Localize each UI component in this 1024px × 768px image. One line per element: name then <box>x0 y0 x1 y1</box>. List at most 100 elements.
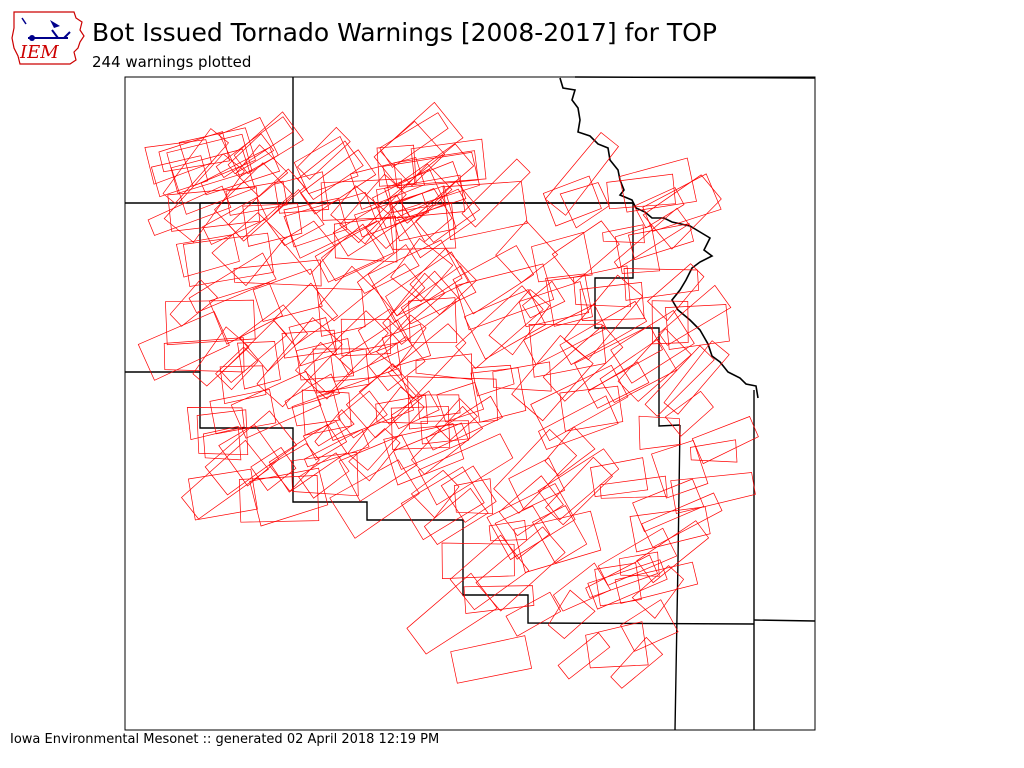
warning-polygon <box>597 527 678 586</box>
warning-polygon <box>614 561 699 604</box>
warning-polygon <box>644 345 715 417</box>
warning-polygon <box>508 457 566 510</box>
warning-polygon <box>188 252 277 314</box>
warning-polygon <box>358 366 417 425</box>
warning-polygon <box>349 157 426 210</box>
warning-polygon <box>209 388 277 435</box>
warning-polygon <box>304 310 389 395</box>
warning-polygon <box>606 173 676 210</box>
map-frame <box>124 76 816 731</box>
warning-polygon <box>513 510 602 573</box>
warning-polygon <box>523 303 607 365</box>
warning-polygon <box>387 272 446 332</box>
warning-polygon <box>400 265 477 325</box>
warning-polygon <box>594 562 642 607</box>
warning-polygon <box>557 632 611 680</box>
warning-polygon <box>573 265 631 308</box>
warning-polygon <box>300 149 377 215</box>
warning-polygon <box>365 163 453 249</box>
warning-polygon <box>382 270 461 345</box>
warning-polygon <box>312 348 370 394</box>
warning-polygon <box>218 424 280 487</box>
warning-polygon <box>288 317 337 367</box>
warning-polygon <box>178 127 256 187</box>
warning-polygon <box>237 341 281 390</box>
warning-polygon <box>638 415 681 450</box>
warning-polygon <box>495 220 559 284</box>
warning-polygon <box>291 451 359 497</box>
warning-polygon <box>488 289 551 356</box>
warning-polygon <box>498 475 564 537</box>
warning-polygon <box>314 409 355 447</box>
warning-polygon <box>320 223 385 282</box>
warning-polygon <box>202 425 242 461</box>
warning-polygon <box>202 197 268 245</box>
warning-polygon <box>302 420 348 461</box>
warning-polygon <box>367 336 426 392</box>
warning-polygon <box>329 459 420 539</box>
warning-polygon <box>144 139 212 185</box>
state-line-southeast <box>753 619 816 622</box>
warning-polygon <box>435 398 478 441</box>
warning-polygon <box>690 439 738 463</box>
warning-polygon <box>183 232 274 287</box>
warning-polygon <box>619 551 660 577</box>
warning-polygon <box>547 589 596 639</box>
warning-polygon <box>274 171 330 214</box>
warning-polygon <box>417 433 514 506</box>
warning-polygon <box>293 136 359 195</box>
warning-polygon <box>233 259 322 287</box>
warning-polygon <box>227 133 275 175</box>
warning-polygon <box>522 280 566 319</box>
warning-polygon <box>505 591 562 637</box>
warning-polygon <box>642 173 722 232</box>
warning-polygon <box>303 429 370 468</box>
warning-polygon <box>544 132 619 216</box>
logo-text: IEM <box>19 42 59 63</box>
warning-polygon <box>585 621 649 669</box>
warning-polygon <box>338 434 418 502</box>
warning-polygon <box>367 239 463 323</box>
warning-polygon <box>266 188 325 246</box>
warning-polygon <box>314 220 395 283</box>
warning-polygon <box>461 158 531 228</box>
warning-polygon <box>436 382 485 423</box>
warning-polygon <box>599 338 678 404</box>
warning-polygon <box>636 520 710 584</box>
warning-polygon <box>250 447 297 492</box>
warning-polygon <box>610 636 664 689</box>
page-subtitle: 244 warnings plotted <box>92 53 252 71</box>
warning-polygon <box>471 364 515 397</box>
warning-polygon <box>423 487 489 545</box>
warning-polygon <box>181 439 269 520</box>
warning-polygon <box>463 289 547 360</box>
warning-polygon <box>356 244 420 294</box>
warning-polygon <box>579 282 645 321</box>
cwa-boundary <box>199 202 755 625</box>
warning-polygon <box>375 394 428 424</box>
warning-polygon <box>531 231 593 283</box>
warning-polygon <box>163 153 245 243</box>
warning-polygon <box>373 101 464 186</box>
warning-polygon <box>297 126 351 180</box>
warning-polygon <box>162 128 230 204</box>
warning-polygon <box>390 390 440 430</box>
warning-polygon <box>211 212 285 287</box>
warning-polygon <box>455 285 544 369</box>
footer-credit: Iowa Environmental Mesonet :: generated … <box>10 732 440 747</box>
warning-polygon <box>617 328 692 402</box>
warning-polygon <box>488 519 527 542</box>
warning-polygon <box>296 338 355 381</box>
warning-polygon <box>629 506 711 553</box>
warning-polygon <box>387 323 467 400</box>
warning-polygon <box>425 395 503 451</box>
warning-polygon <box>371 263 426 317</box>
warning-polygon <box>196 409 249 456</box>
warning-polygon <box>283 191 377 259</box>
warning-polygon <box>618 157 697 213</box>
warning-polygon <box>415 180 481 243</box>
cloud-icon <box>21 17 27 25</box>
warning-polygon <box>192 326 250 387</box>
state-line-top-east <box>574 76 816 79</box>
